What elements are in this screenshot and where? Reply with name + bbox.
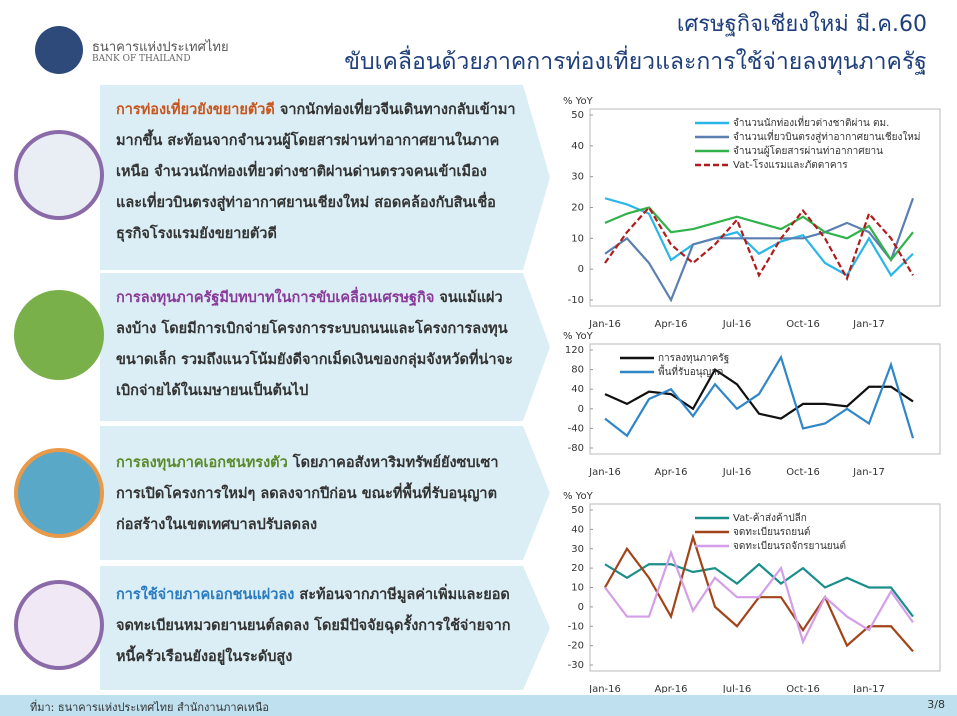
x-tick-label: Jul-16 (722, 319, 751, 330)
y-tick-label: 40 (571, 384, 584, 395)
x-tick-label: Jul-16 (722, 467, 751, 478)
x-tick-label: Jul-16 (722, 684, 751, 693)
y-axis-label: % YoY (563, 331, 594, 342)
y-tick-label: -10 (568, 295, 584, 306)
y-tick-label: 40 (571, 141, 584, 152)
panel-text: การลงทุนภาคเอกชนทรงตัว โดยภาคอสังหาริมทร… (116, 448, 516, 541)
icon (14, 580, 104, 670)
legend-label: จำนวนนักท่องเที่ยวต่างชาติผ่าน ตม. (733, 115, 889, 129)
panel: การลงทุนภาคเอกชนทรงตัว โดยภาคอสังหาริมทร… (100, 426, 550, 560)
plot-frame (590, 344, 940, 454)
panel: การใช้จ่ายภาคเอกชนแผ่วลง สะท้อนจากภาษีมู… (100, 566, 550, 690)
highlight: การลงทุนภาครัฐมีบทบาทในการขับเคลื่อนเศรษ… (116, 290, 434, 306)
panel-text: การลงทุนภาครัฐมีบทบาทในการขับเคลื่อนเศรษ… (116, 283, 516, 407)
x-tick-label: Jan-16 (588, 467, 621, 478)
x-tick-label: Jan-17 (852, 684, 885, 693)
legend-label: จำนวนผู้โดยสารผ่านท่าอากาศยาน (733, 144, 883, 157)
x-tick-label: Oct-16 (786, 319, 820, 330)
x-tick-label: Oct-16 (786, 467, 820, 478)
y-axis-label: % YoY (563, 491, 594, 502)
legend-label: จดทะเบียนรถยนต์ (733, 526, 810, 538)
y-tick-label: 0 (578, 602, 584, 613)
y-tick-label: 80 (571, 365, 584, 376)
legend-label: การลงทุนภาครัฐ (658, 353, 729, 364)
legend-label: จดทะเบียนรถจักรยานยนต์ (733, 540, 846, 552)
y-tick-label: 20 (571, 563, 584, 574)
highlight: การลงทุนภาคเอกชนทรงตัว (116, 455, 288, 471)
line-series (605, 208, 913, 260)
icon (14, 130, 104, 220)
x-tick-label: Jan-16 (588, 684, 621, 693)
title: เศรษฐกิจเชียงใหม่ มี.ค.60 (677, 6, 927, 41)
x-tick-label: Jan-16 (588, 319, 621, 330)
icon (14, 448, 104, 538)
legend-label: Vat-โรงแรมและภัตตาคาร (733, 158, 848, 171)
icon (14, 290, 104, 380)
logo (35, 26, 83, 74)
y-tick-label: 0 (578, 404, 584, 415)
y-tick-label: 40 (571, 524, 584, 535)
legend-label: Vat-ค้าส่งค้าปลีก (733, 512, 807, 524)
page: ธนาคารแห่งประเทศไทย BANK OF THAILAND เศร… (0, 0, 957, 716)
y-tick-label: 50 (571, 110, 584, 121)
y-tick-label: 30 (571, 172, 584, 183)
y-tick-label: -10 (568, 621, 584, 632)
y-tick-label: 30 (571, 544, 584, 555)
bank-name-en: BANK OF THAILAND (92, 54, 191, 64)
legend-label: จำนวนเที่ยวบินตรงสู่ท่าอากาศยานเชียงใหม่ (733, 129, 920, 143)
line-series (605, 198, 913, 300)
y-tick-label: 10 (571, 233, 584, 244)
x-tick-label: Jan-17 (852, 467, 885, 478)
line-series (605, 537, 913, 651)
y-tick-label: -20 (568, 641, 584, 652)
y-tick-label: 50 (571, 505, 584, 516)
x-tick-label: Jan-17 (852, 319, 885, 330)
y-axis-label: % YoY (563, 96, 594, 107)
panel: การท่องเที่ยวยังขยายตัวดี จากนักท่องเที่… (100, 85, 550, 270)
x-tick-label: Apr-16 (655, 467, 688, 478)
x-tick-label: Apr-16 (655, 684, 688, 693)
line-series (605, 553, 913, 642)
subtitle: ขับเคลื่อนด้วยภาคการท่องเที่ยวและการใช้จ… (344, 44, 927, 80)
y-tick-label: 20 (571, 203, 584, 214)
footer: ที่มา: ธนาคารแห่งประเทศไทย สำนักงานภาคเห… (0, 695, 957, 716)
y-tick-label: 120 (565, 345, 584, 356)
highlight: การใช้จ่ายภาคเอกชนแผ่วลง (116, 587, 294, 603)
x-tick-label: Apr-16 (655, 319, 688, 330)
body: จากนักท่องเที่ยวจีนเดินทางกลับเข้ามามากข… (116, 102, 516, 242)
y-tick-label: -30 (568, 660, 584, 671)
legend-label: พื้นที่รับอนุญาต (658, 364, 723, 378)
line-series (605, 357, 913, 438)
y-tick-label: 0 (578, 264, 584, 275)
highlight: การท่องเที่ยวยังขยายตัวดี (116, 102, 275, 118)
panel-text: การท่องเที่ยวยังขยายตัวดี จากนักท่องเที่… (116, 95, 516, 250)
x-tick-label: Oct-16 (786, 684, 820, 693)
charts: % YoY -10 0 10 20 30 40 50 Jan-16 Apr-16 Jul-16 Oct… (555, 85, 957, 693)
y-tick-label: 10 (571, 583, 584, 594)
page-number: 3/8 (927, 698, 945, 711)
panel-text: การใช้จ่ายภาคเอกชนแผ่วลง สะท้อนจากภาษีมู… (116, 580, 516, 673)
panel: การลงทุนภาครัฐมีบทบาทในการขับเคลื่อนเศรษ… (100, 273, 550, 421)
y-tick-label: -80 (568, 443, 584, 454)
y-tick-label: -40 (568, 423, 584, 434)
source: ที่มา: ธนาคารแห่งประเทศไทย สำนักงานภาคเห… (30, 698, 269, 716)
body: จนแม้แผ่วลงบ้าง โดยมีการเบิกจ่ายโครงการร… (116, 290, 513, 399)
